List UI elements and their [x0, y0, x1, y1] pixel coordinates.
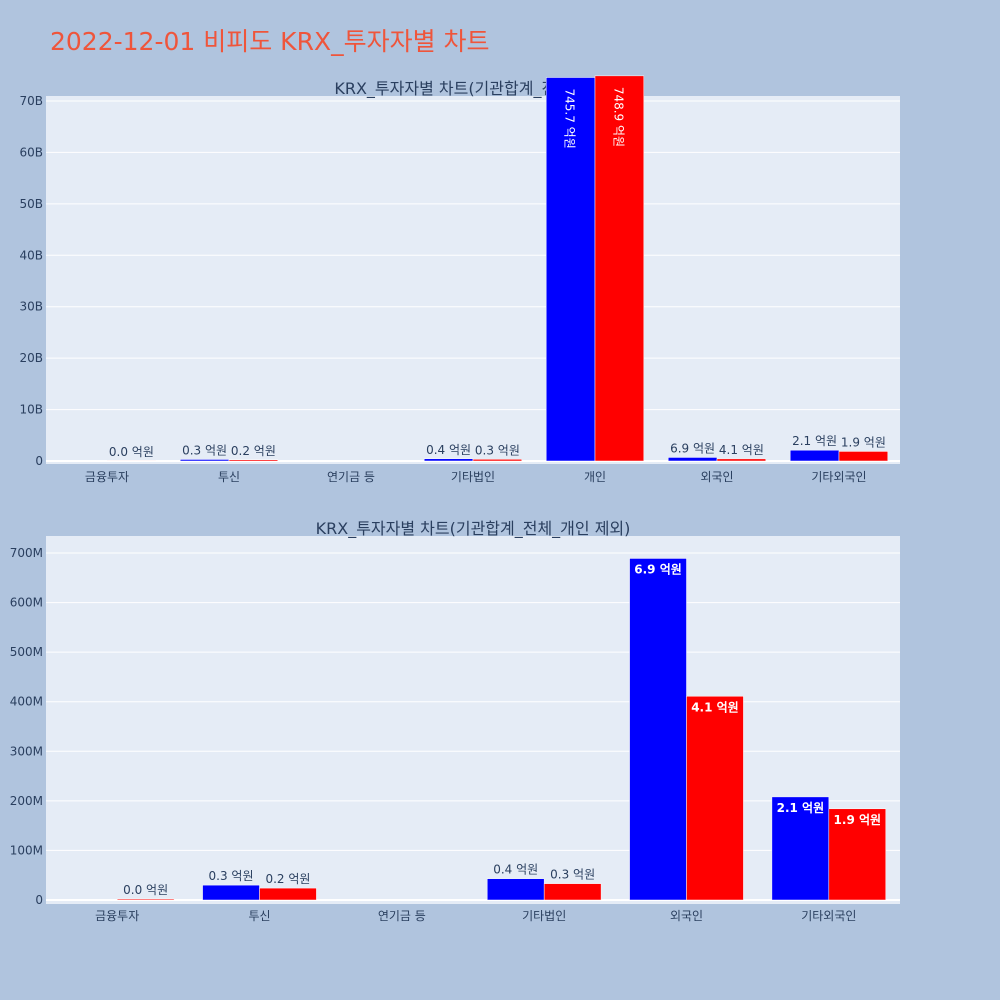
y-tick-label: 60B [19, 145, 43, 159]
data-label: 0.3 억원 [475, 443, 520, 457]
bar [472, 459, 523, 462]
bar [716, 458, 767, 462]
bar [423, 458, 474, 462]
plot-area [46, 536, 900, 904]
y-tick-label: 10B [19, 403, 43, 417]
data-label: 745.7 억원 [563, 88, 577, 148]
data-label: 6.9 억원 [634, 562, 682, 576]
plot-area [46, 96, 900, 464]
bar [838, 451, 889, 462]
y-tick-label: 200M [10, 794, 43, 808]
data-label: 0.3 억원 [209, 869, 254, 883]
bar [179, 459, 230, 462]
data-label: 748.9 억원 [611, 87, 625, 147]
data-label: 4.1 억원 [719, 443, 764, 457]
chart-1: 0 10B 20B 30B 40B 50B 60B 70B KRX_투자자별 차트(기관합계_전… [19, 75, 900, 484]
bar [594, 75, 645, 462]
y-tick-label: 700M [10, 546, 43, 560]
x-tick-label: 투신 [248, 909, 270, 923]
y-tick-label: 30B [19, 300, 43, 314]
data-label: 0.3 억원 [550, 868, 595, 882]
data-label: 1.9 억원 [834, 813, 882, 827]
x-tick-label: 금융투자 [85, 470, 129, 484]
chart-2: 0 100M 200M 300M 400M 500M 600M 700M KRX_투자자별 차트… [10, 519, 900, 923]
x-tick-label: 기타외국인 [801, 909, 856, 923]
x-tick-label: 연기금 등 [378, 909, 426, 923]
data-label: 0.4 억원 [493, 863, 538, 877]
data-label: 0.2 억원 [265, 872, 310, 886]
x-tick-label: 기타외국인 [811, 470, 866, 484]
chart-title: KRX_투자자별 차트(기관합계_전체_개인 제외) [316, 519, 631, 539]
x-tick-label: 연기금 등 [327, 470, 375, 484]
data-label: 0.0 억원 [109, 445, 154, 459]
x-tick-label: 금융투자 [95, 909, 139, 923]
data-label: 2.1 억원 [792, 434, 837, 448]
x-tick-label: 외국인 [700, 470, 733, 484]
data-label: 6.9 억원 [670, 441, 715, 455]
y-tick-label: 70B [19, 94, 43, 108]
bar [545, 77, 596, 462]
y-tick-label: 500M [10, 645, 43, 659]
bar [629, 558, 687, 901]
data-label: 0.2 억원 [231, 444, 276, 458]
bar [202, 884, 260, 901]
y-tick-label: 0 [35, 454, 43, 468]
bar [543, 883, 602, 901]
x-tick-label: 투신 [218, 470, 240, 484]
x-tick-label: 외국인 [670, 909, 703, 923]
chart-title: KRX_투자자별 차트(기관합계_전체 제외) [334, 79, 611, 99]
bar [116, 898, 175, 901]
x-tick-label: 개인 [584, 470, 606, 484]
y-tick-label: 400M [10, 695, 43, 709]
page-title: 2022-12-01 비피도 KRX_투자자별 차트 [50, 27, 490, 56]
bar [771, 796, 830, 901]
bar [789, 449, 840, 462]
y-tick-label: 40B [19, 248, 43, 262]
y-tick-label: 50B [19, 197, 43, 211]
data-label: 1.9 억원 [841, 435, 886, 449]
bar [686, 696, 744, 901]
x-tick-label: 기타법인 [451, 470, 495, 484]
bar [828, 808, 887, 901]
y-tick-label: 100M [10, 843, 43, 857]
bar [667, 457, 718, 462]
data-label: 0.4 억원 [426, 443, 471, 457]
data-label: 4.1 억원 [691, 700, 739, 714]
y-tick-label: 600M [10, 596, 43, 610]
bar [228, 459, 279, 462]
data-label: 2.1 억원 [777, 801, 825, 815]
data-label: 0.3 억원 [182, 443, 227, 457]
bar [259, 887, 317, 901]
y-tick-label: 0 [35, 893, 43, 907]
bar [486, 878, 545, 901]
x-tick-label: 기타법인 [522, 909, 566, 923]
data-label: 0.0 억원 [123, 883, 168, 897]
y-tick-label: 20B [19, 351, 43, 365]
y-tick-label: 300M [10, 744, 43, 758]
